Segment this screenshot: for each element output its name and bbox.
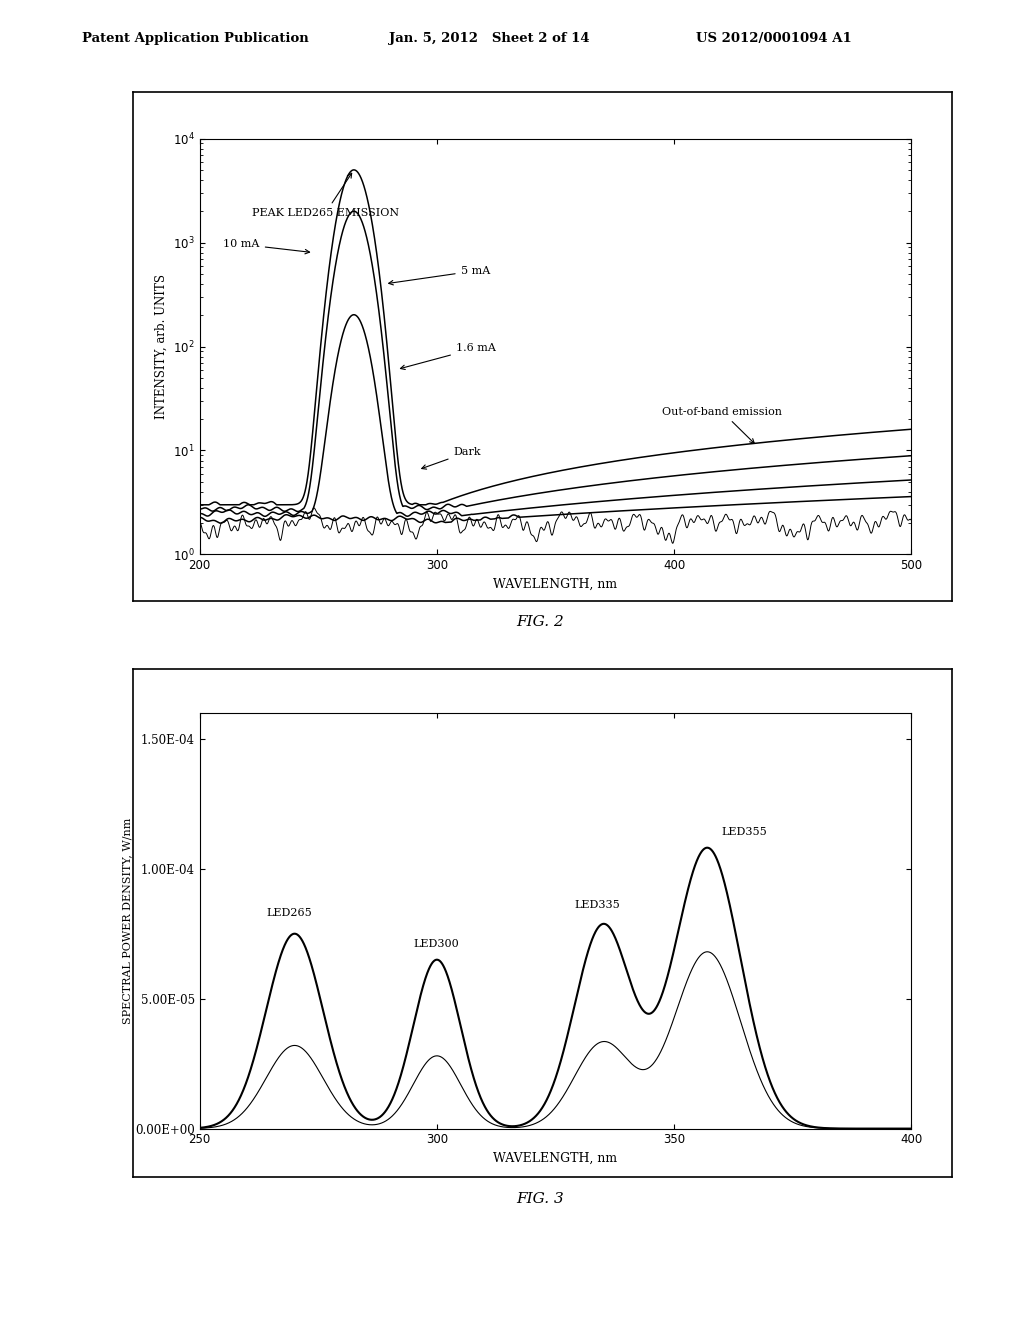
Text: PEAK LED265 EMISSION: PEAK LED265 EMISSION <box>252 173 399 218</box>
Text: LED300: LED300 <box>413 939 459 949</box>
Text: FIG. 2: FIG. 2 <box>516 615 563 630</box>
Text: Out-of-band emission: Out-of-band emission <box>663 407 782 444</box>
X-axis label: WAVELENGTH, nm: WAVELENGTH, nm <box>494 578 617 591</box>
Text: US 2012/0001094 A1: US 2012/0001094 A1 <box>696 32 852 45</box>
Text: 5 mA: 5 mA <box>389 265 489 285</box>
Text: Dark: Dark <box>422 447 481 469</box>
Y-axis label: SPECTRAL POWER DENSITY, W/nm: SPECTRAL POWER DENSITY, W/nm <box>122 817 132 1024</box>
Text: Patent Application Publication: Patent Application Publication <box>82 32 308 45</box>
Text: 10 mA: 10 mA <box>223 239 309 253</box>
Text: FIG. 3: FIG. 3 <box>516 1192 563 1206</box>
Text: LED355: LED355 <box>722 826 767 837</box>
Y-axis label: INTENSITY, arb. UNITS: INTENSITY, arb. UNITS <box>155 275 167 418</box>
X-axis label: WAVELENGTH, nm: WAVELENGTH, nm <box>494 1152 617 1166</box>
Text: Jan. 5, 2012   Sheet 2 of 14: Jan. 5, 2012 Sheet 2 of 14 <box>389 32 590 45</box>
Text: 1.6 mA: 1.6 mA <box>400 343 496 370</box>
Text: LED265: LED265 <box>266 908 312 917</box>
Text: LED335: LED335 <box>574 900 621 909</box>
